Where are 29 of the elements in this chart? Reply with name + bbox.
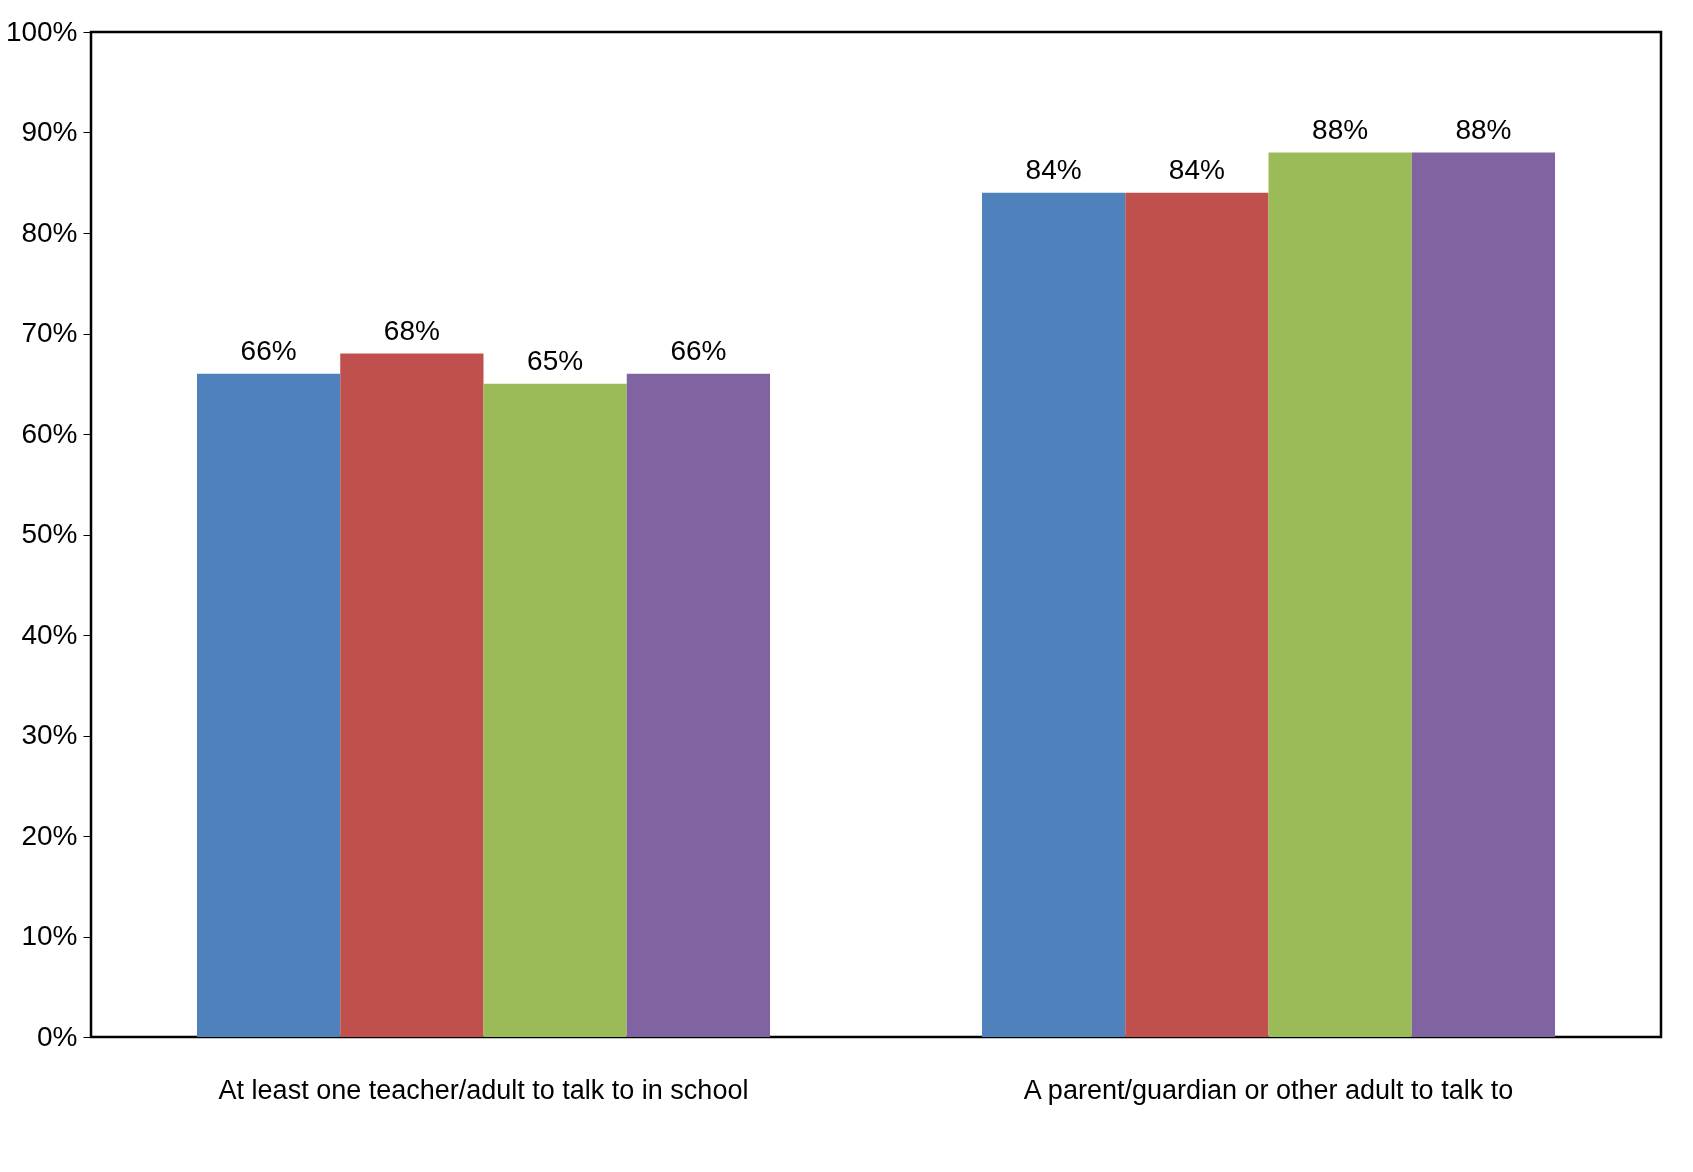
y-tick-label: 90% bbox=[21, 116, 78, 147]
bar bbox=[483, 383, 627, 1037]
data-label: 66% bbox=[240, 334, 297, 366]
y-tick-label: 50% bbox=[21, 518, 78, 549]
bar bbox=[1268, 152, 1412, 1037]
bar bbox=[1411, 152, 1556, 1037]
y-tick-label: 60% bbox=[21, 417, 78, 449]
y-tick-label: 40% bbox=[21, 618, 78, 650]
y-tick-label: 30% bbox=[21, 719, 78, 750]
y-tick-label: 100% bbox=[5, 15, 78, 47]
x-tick-label: A parent/guardian or other adult to talk to bbox=[1023, 1074, 1514, 1105]
data-label: 84% bbox=[1168, 153, 1225, 185]
bar bbox=[626, 373, 771, 1037]
data-label: 68% bbox=[383, 314, 440, 346]
bar bbox=[1125, 192, 1269, 1037]
y-tick-label: 0% bbox=[37, 1020, 78, 1052]
data-label: 65% bbox=[527, 344, 584, 376]
data-label: 88% bbox=[1312, 113, 1369, 145]
y-tick-label: 80% bbox=[21, 216, 78, 248]
data-label: 66% bbox=[670, 334, 727, 366]
data-label: 88% bbox=[1455, 113, 1512, 145]
y-tick-label: 70% bbox=[21, 317, 78, 348]
bar bbox=[340, 353, 484, 1037]
y-tick-label: 20% bbox=[21, 819, 78, 851]
x-tick-label: At least one teacher/adult to talk to in school bbox=[218, 1074, 749, 1105]
y-tick-label: 10% bbox=[21, 920, 78, 951]
bar bbox=[981, 192, 1126, 1037]
data-label: 84% bbox=[1025, 153, 1082, 185]
bar bbox=[196, 373, 341, 1037]
